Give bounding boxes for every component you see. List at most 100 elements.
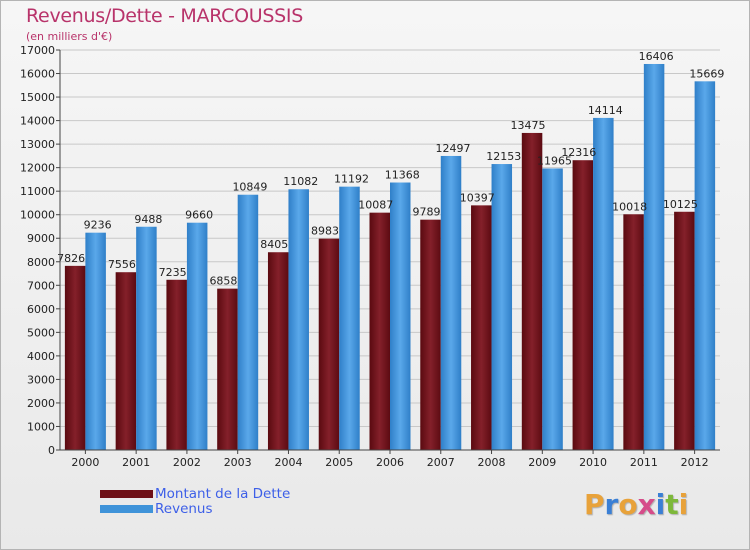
bar-dette [318,238,340,450]
value-label-revenus: 16406 [639,50,674,63]
bar-revenus [542,168,563,450]
y-tick-label: 7000 [27,279,55,292]
y-tick-label: 13000 [20,138,55,151]
chart-title: Revenus/Dette - MARCOUSSIS [26,5,303,27]
proxiti-logo: Proxiti [584,488,688,521]
bar-dette [420,219,441,450]
bar-dette [217,288,238,450]
x-tick-label: 2010 [579,456,607,469]
y-tick-label: 0 [48,444,55,457]
y-tick-label: 1000 [27,420,55,433]
x-tick-label: 2000 [71,456,99,469]
x-tick-label: 2001 [122,456,150,469]
bar-dette [115,272,137,450]
value-label-revenus: 10849 [232,181,267,194]
value-label-revenus: 11082 [283,175,318,188]
value-label-revenus: 15669 [689,67,724,80]
bars [64,63,716,451]
bar-revenus [694,81,716,450]
value-label-dette: 8983 [311,225,339,238]
value-label-revenus: 11192 [334,173,369,186]
x-tick-label: 2006 [376,456,404,469]
value-label-revenus: 14114 [588,104,623,117]
value-label-dette: 10087 [358,199,393,212]
bar-dette [166,279,187,450]
x-tick-label: 2004 [274,456,302,469]
y-tick-label: 15000 [20,91,55,104]
legend-label-revenus: Revenus [155,500,213,517]
value-label-revenus: 9488 [134,213,162,226]
bar-revenus [186,222,208,450]
bar-revenus [643,63,665,450]
bar-revenus [288,189,309,450]
logo-letter: r [604,488,619,521]
y-tick-label: 12000 [20,162,55,175]
y-tick-label: 17000 [20,44,55,57]
y-tick-label: 4000 [27,350,55,363]
logo-letter: t [665,488,679,521]
value-label-dette: 8405 [260,238,288,251]
bar-dette [674,211,695,450]
y-tick-label: 16000 [20,68,55,81]
x-tick-label: 2003 [224,456,252,469]
legend: Montant de la Dette Revenus [100,485,291,517]
legend-swatch-revenus [100,504,153,513]
bar-dette [521,132,543,451]
x-tick-label: 2009 [528,456,556,469]
legend-item-revenus: Revenus [100,500,290,517]
value-label-dette: 7235 [159,266,187,279]
bar-dette [267,252,289,450]
value-label-revenus: 9660 [185,209,213,222]
value-label-revenus: 11368 [385,169,420,182]
bar-dette [369,212,390,450]
value-label-revenus: 12153 [486,150,521,163]
value-label-dette: 12316 [561,146,596,159]
logo-letter: P [584,488,605,521]
y-tick-label: 10000 [20,209,55,222]
value-label-dette: 7556 [108,258,136,271]
y-tick-label: 6000 [27,303,55,316]
bar-revenus [491,164,513,450]
bar-dette [471,205,492,450]
value-labels: 7826 9236 7556 9488 7235 9660 6858 10849 8405 110… [57,50,724,288]
value-label-dette: 9789 [413,206,441,219]
value-label-dette: 7826 [57,252,85,265]
y-tick-label: 11000 [20,185,55,198]
value-label-dette: 13475 [511,119,546,132]
bar-dette [64,265,86,450]
value-label-revenus: 11965 [537,154,572,167]
x-tick-label: 2008 [478,456,506,469]
axes: 0 1000 2000 3000 4000 5000 6000 7000 8000 9000 100… [20,44,720,469]
bar-revenus [390,182,411,451]
y-tick-label: 14000 [20,115,55,128]
bar-dette [572,160,594,450]
bar-dette [623,214,644,450]
bar-revenus [593,117,614,450]
logo-letter: o [618,488,638,521]
value-label-dette: 6858 [209,275,237,288]
chart-subtitle: (en milliers d'€) [26,30,113,43]
x-tick-label: 2007 [427,456,455,469]
y-tick-label: 8000 [27,256,55,269]
logo-letter: x [637,488,656,521]
value-label-dette: 10018 [612,200,647,213]
value-label-revenus: 12497 [436,142,471,155]
bar-revenus [440,155,462,450]
logo-letter: i [678,488,689,521]
legend-item-debt: Montant de la Dette [100,485,291,502]
legend-swatch-debt [100,489,153,498]
y-tick-label: 5000 [27,326,55,339]
y-tick-label: 3000 [27,373,55,386]
value-label-dette: 10397 [460,191,495,204]
bar-revenus [339,186,360,451]
bar-revenus [237,194,259,450]
y-tick-label: 2000 [27,397,55,410]
x-tick-label: 2002 [173,456,201,469]
x-tick-label: 2005 [325,456,353,469]
legend-label-debt: Montant de la Dette [155,485,291,502]
x-tick-label: 2011 [630,456,658,469]
bar-revenus [136,226,157,450]
value-label-dette: 10125 [663,198,698,211]
x-tick-label: 2012 [681,456,709,469]
value-label-revenus: 9236 [84,219,112,232]
